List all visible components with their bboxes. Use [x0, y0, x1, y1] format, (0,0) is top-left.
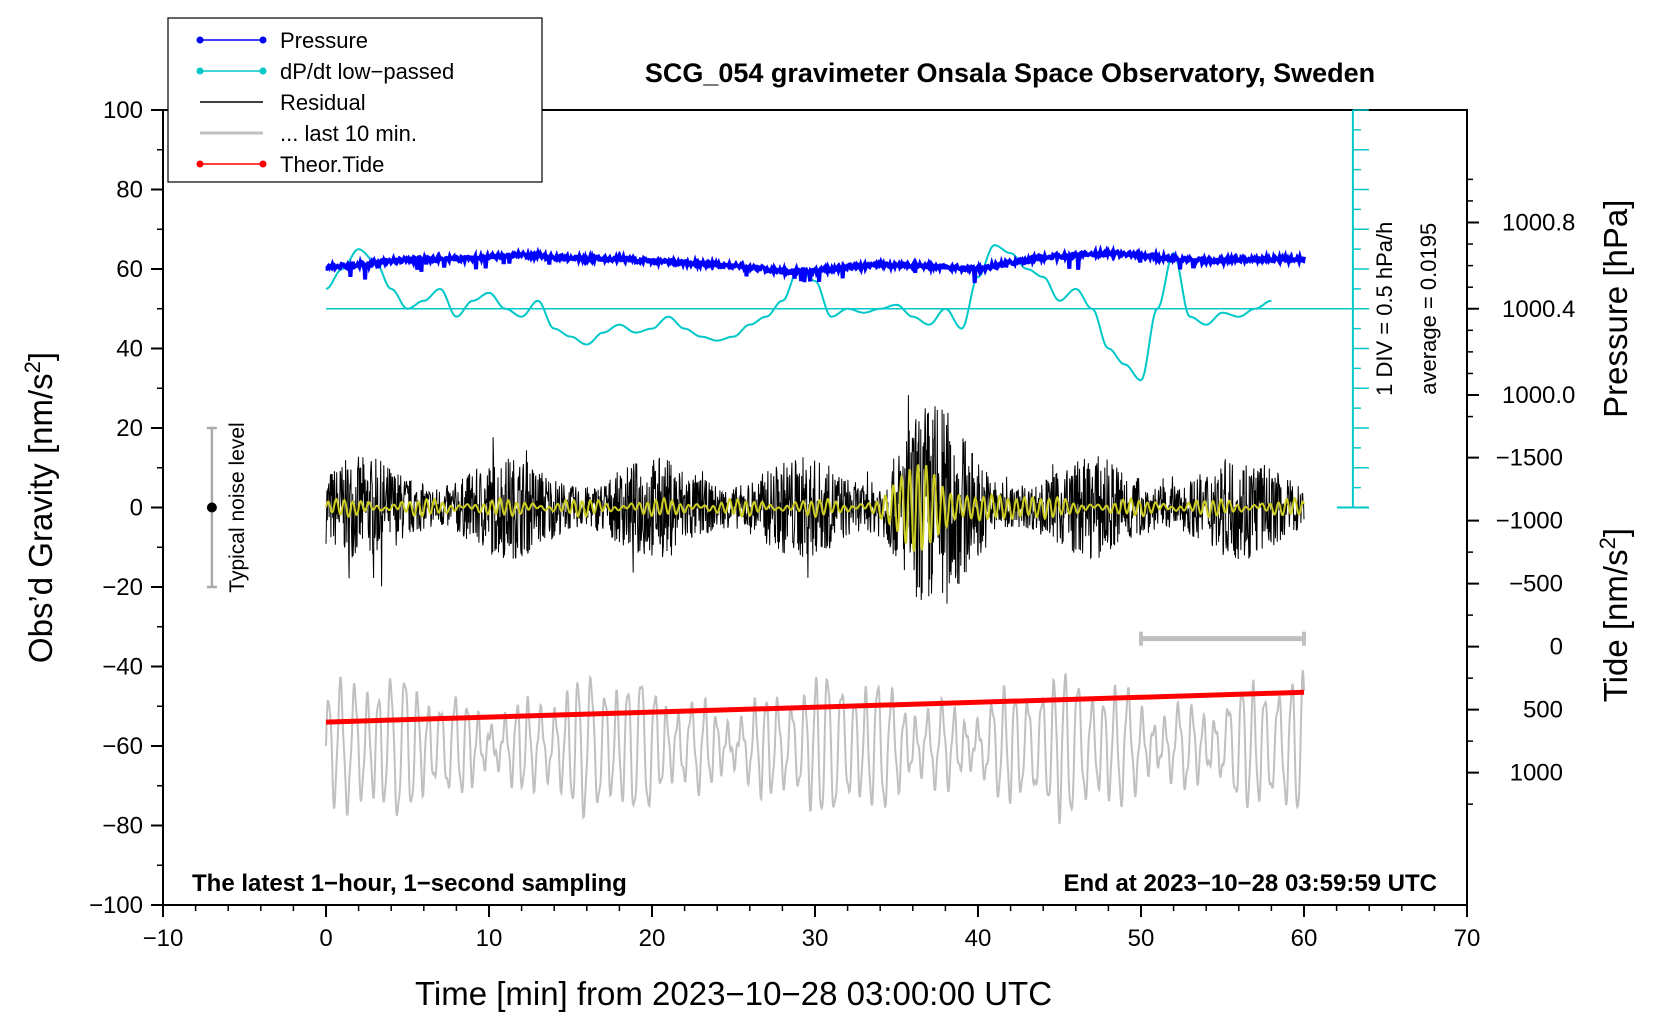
- y-tick-label: 80: [116, 177, 143, 204]
- noise-label: Typical noise level: [226, 422, 249, 592]
- y-tick-label: −60: [102, 733, 143, 760]
- bottom-right-annotation: End at 2023−10−28 03:59:59 UTC: [1063, 870, 1437, 897]
- y-tick-label: −80: [102, 813, 143, 840]
- y-tick-label: 40: [116, 336, 143, 363]
- y-axis-label-sup: 2: [20, 361, 45, 373]
- y-tick-label: 20: [116, 415, 143, 442]
- theor-tide-line: [325, 689, 1305, 725]
- tide-tick-label: 500: [1523, 697, 1563, 724]
- tide-tick-label: −1000: [1496, 508, 1563, 535]
- legend-marker: [259, 67, 267, 75]
- legend-label: Residual: [280, 90, 366, 115]
- legend: Pressure dP/dt low−passed Residual ... last…: [167, 17, 543, 183]
- y-tick-label: −40: [102, 654, 143, 681]
- legend-marker: [196, 67, 204, 75]
- legend-label: dP/dt low−passed: [280, 59, 454, 84]
- x-tick-label: 60: [1291, 925, 1318, 952]
- x-tick-label: 30: [802, 925, 829, 952]
- legend-label: ... last 10 min.: [280, 121, 417, 146]
- average-label: average = 0.0195: [1416, 223, 1441, 395]
- x-tick-label: 20: [639, 925, 666, 952]
- legend-marker: [259, 160, 267, 168]
- pressure-line: [325, 244, 1306, 284]
- x-tick-label: 0: [319, 925, 332, 952]
- y-axis-label: Obs’d Gravity [nm/s2]: [20, 352, 59, 663]
- dpdt-line: [325, 244, 1272, 382]
- y-tick-label: 100: [103, 97, 143, 124]
- y-axis-label-main: Obs’d Gravity [nm/s: [22, 373, 59, 663]
- tide-tick-label: −500: [1509, 571, 1563, 598]
- y-tick-label: 60: [116, 256, 143, 283]
- y-tick-label: −100: [89, 892, 143, 919]
- y-tick-label: −20: [102, 574, 143, 601]
- x-axis-label: Time [min] from 2023−10−28 03:00:00 UTC: [415, 975, 1052, 1012]
- tide-axis-label-main: Tide [nm/s: [1597, 549, 1634, 702]
- pressure-tick-label: 1000.0: [1502, 382, 1575, 409]
- tide-tick-label: 1000: [1510, 760, 1563, 787]
- x-tick-label: −10: [143, 925, 184, 952]
- tide-axis-label: Tide [nm/s2]: [1595, 528, 1634, 702]
- residual-line: [325, 395, 1305, 604]
- pressure-tick-label: 1000.8: [1502, 209, 1575, 236]
- chart-title: SCG_054 gravimeter Onsala Space Observat…: [645, 58, 1375, 88]
- x-tick-label: 70: [1454, 925, 1481, 952]
- tide-tick-label: 0: [1550, 634, 1563, 661]
- y-axis-label-close: ]: [22, 352, 59, 361]
- legend-label: Theor.Tide: [280, 152, 384, 177]
- legend-marker: [196, 36, 204, 44]
- x-tick-label: 50: [1128, 925, 1155, 952]
- pressure-tick-label: 1000.4: [1502, 296, 1575, 323]
- legend-label: Pressure: [280, 28, 368, 53]
- x-tick-label: 10: [476, 925, 503, 952]
- tide-axis-label-close: ]: [1597, 528, 1634, 537]
- pressure-axis-label: Pressure [hPa]: [1597, 200, 1634, 418]
- last-10-min-line: [325, 670, 1305, 824]
- legend-box: [167, 17, 543, 183]
- noise-center-dot: [206, 502, 217, 513]
- legend-marker: [196, 160, 204, 168]
- tide-axis-label-sup: 2: [1595, 537, 1620, 549]
- bottom-left-annotation: The latest 1−hour, 1−second sampling: [192, 870, 627, 897]
- legend-marker: [259, 36, 267, 44]
- div-label: 1 DIV = 0.5 hPa/h: [1372, 222, 1397, 396]
- y-tick-label: 0: [130, 495, 143, 522]
- residual-lowpass-line: [325, 463, 1305, 552]
- x-tick-label: 40: [965, 925, 992, 952]
- tide-tick-label: −1500: [1496, 445, 1563, 472]
